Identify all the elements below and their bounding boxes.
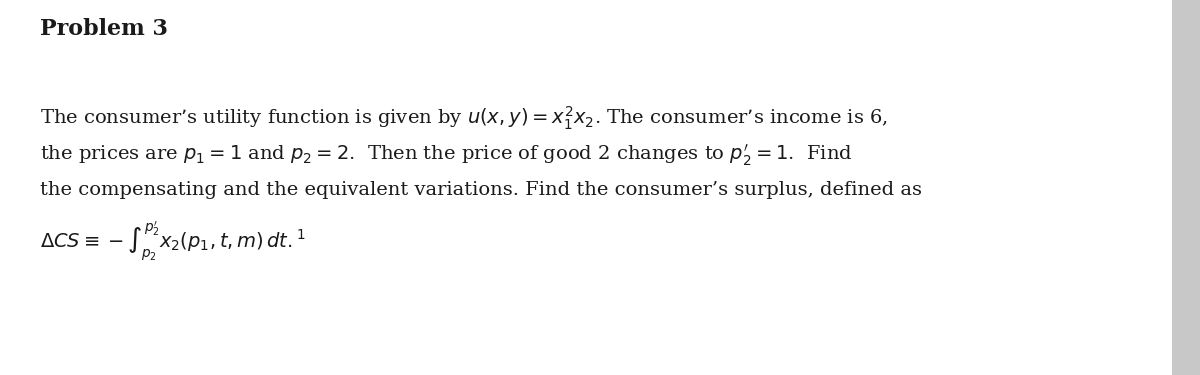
Text: the compensating and the equivalent variations. Find the consumer’s surplus, def: the compensating and the equivalent vari… xyxy=(40,181,922,199)
Text: The consumer’s utility function is given by $u(x, y) = x_1^2 x_2$. The consumer’: The consumer’s utility function is given… xyxy=(40,105,888,132)
Text: $\Delta CS \equiv -\int_{p_2}^{p_2'} x_2(p_1, t, m)\,dt.^1$: $\Delta CS \equiv -\int_{p_2}^{p_2'} x_2… xyxy=(40,219,306,263)
Text: Problem 3: Problem 3 xyxy=(40,18,168,40)
Bar xyxy=(1172,0,1200,375)
Text: the prices are $p_1 = 1$ and $p_2 = 2$.  Then the price of good 2 changes to $p_: the prices are $p_1 = 1$ and $p_2 = 2$. … xyxy=(40,143,853,168)
